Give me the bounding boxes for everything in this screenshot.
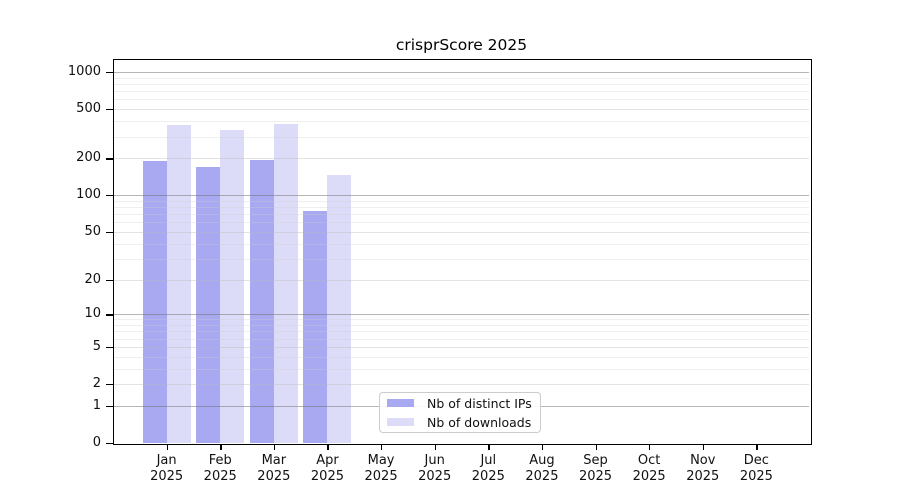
gridline-600 <box>114 99 809 100</box>
gridline-5 <box>114 347 809 348</box>
y-tick-label: 0 <box>92 435 101 450</box>
y-tick-label: 1000 <box>67 63 101 79</box>
gridline-200 <box>114 158 809 159</box>
bar-distinct-ips-apr <box>303 211 328 443</box>
x-tick-label: Oct 2025 <box>632 453 666 484</box>
gridline-10 <box>114 314 809 315</box>
legend-swatch-downloads <box>387 418 414 426</box>
y-tick-mark <box>106 279 113 281</box>
gridline-1000 <box>114 72 809 73</box>
y-tick-label: 500 <box>76 101 101 117</box>
y-tick-label: 50 <box>84 223 101 239</box>
x-tick-mark <box>595 444 597 450</box>
legend: Nb of distinct IPs Nb of downloads <box>379 392 541 433</box>
bar-downloads-jan <box>166 125 191 443</box>
legend-label-distinct-ips: Nb of distinct IPs <box>427 395 532 411</box>
x-tick-mark <box>434 444 436 450</box>
y-tick-label: 20 <box>84 271 101 287</box>
y-tick-label: 5 <box>92 338 101 354</box>
x-tick-mark <box>381 444 383 450</box>
x-tick-mark <box>166 444 168 450</box>
y-tick-mark <box>106 346 113 349</box>
gridline-500 <box>114 109 809 110</box>
y-tick-mark <box>106 314 113 316</box>
x-tick-mark <box>327 444 329 450</box>
y-tick-mark <box>106 443 113 445</box>
bar-downloads-feb <box>220 129 245 443</box>
x-tick-label: Nov 2025 <box>686 453 720 484</box>
x-tick-mark <box>541 444 544 450</box>
gridline-60 <box>114 222 809 223</box>
x-tick-label: Mar 2025 <box>257 453 291 484</box>
y-tick-label: 1 <box>92 397 101 413</box>
gridline-100 <box>114 195 809 196</box>
gridline-50 <box>114 232 809 233</box>
y-tick-mark <box>106 384 113 386</box>
gridline-90 <box>114 201 809 202</box>
gridline-2 <box>114 384 809 385</box>
y-tick-mark <box>106 195 113 197</box>
chart-title: crisprScore 2025 <box>395 36 528 54</box>
gridline-70 <box>114 214 809 215</box>
gridline-20 <box>114 280 809 281</box>
legend-item-distinct-ips: Nb of distinct IPs <box>387 395 540 412</box>
bar-distinct-ips-mar <box>249 160 274 443</box>
x-tick-mark <box>220 444 222 450</box>
gridline-900 <box>114 78 809 79</box>
x-tick-label: Jul 2025 <box>471 453 505 484</box>
gridline-8 <box>114 325 809 326</box>
gridline-800 <box>114 84 809 85</box>
legend-swatch-distinct-ips <box>387 399 414 407</box>
gridline-4 <box>114 357 809 358</box>
gridline-700 <box>114 91 809 92</box>
x-tick-mark <box>702 444 705 450</box>
y-tick-label: 100 <box>76 187 101 203</box>
gridline-400 <box>114 121 809 122</box>
gridline-40 <box>114 244 809 245</box>
x-tick-label: Jun 2025 <box>418 453 452 484</box>
gridline-9 <box>114 319 809 320</box>
x-tick-mark <box>756 444 758 450</box>
gridline-300 <box>114 137 809 138</box>
bar-downloads-apr <box>327 175 352 443</box>
gridline-80 <box>114 207 809 208</box>
x-tick-mark <box>488 444 490 450</box>
gridline-6 <box>114 339 809 340</box>
x-tick-mark <box>649 444 651 450</box>
y-tick-mark <box>106 405 113 408</box>
gridline-30 <box>114 259 809 260</box>
y-tick-mark <box>106 158 113 160</box>
y-tick-mark <box>106 71 113 74</box>
y-tick-label: 10 <box>84 306 101 322</box>
y-tick-mark <box>106 109 113 111</box>
x-tick-label: Aug 2025 <box>525 453 559 484</box>
gridline-3 <box>114 369 809 370</box>
y-tick-mark <box>106 231 113 234</box>
x-tick-label: Apr 2025 <box>310 453 344 484</box>
x-tick-mark <box>273 444 276 450</box>
bar-distinct-ips-jan <box>142 160 167 443</box>
gridline-7 <box>114 331 809 332</box>
x-tick-label: May 2025 <box>364 453 398 484</box>
x-tick-label: Feb 2025 <box>203 453 237 484</box>
legend-label-downloads: Nb of downloads <box>427 414 532 430</box>
bar-downloads-mar <box>273 124 298 443</box>
x-tick-label: Jan 2025 <box>150 453 184 484</box>
bar-distinct-ips-feb <box>196 166 221 443</box>
y-tick-label: 2 <box>92 376 101 391</box>
y-tick-label: 200 <box>76 150 101 166</box>
x-tick-label: Dec 2025 <box>739 453 773 484</box>
x-tick-label: Sep 2025 <box>578 453 613 484</box>
legend-item-downloads: Nb of downloads <box>387 414 540 431</box>
